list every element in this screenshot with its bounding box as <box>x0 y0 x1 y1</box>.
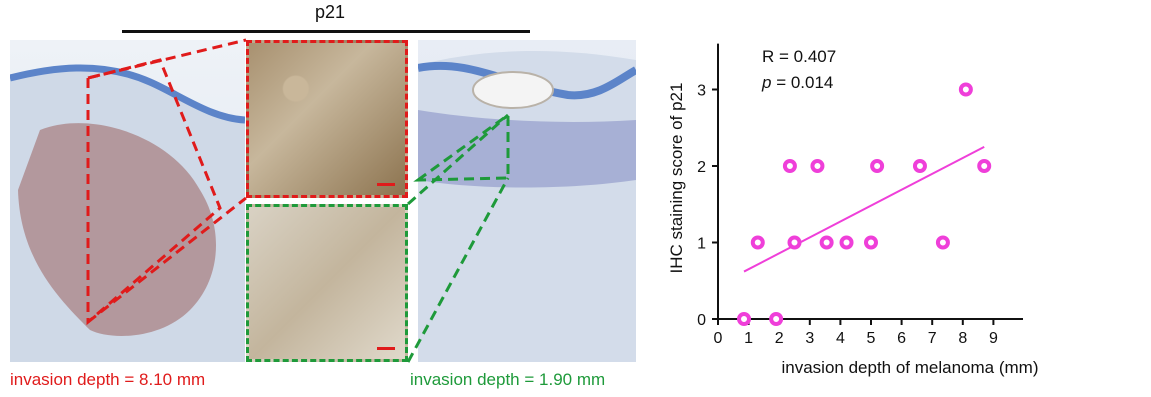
y-tick-label: 3 <box>697 83 706 100</box>
x-tick-label: 6 <box>897 330 906 347</box>
x-tick-label: 2 <box>775 330 784 347</box>
marker-underline <box>122 30 530 33</box>
zoom-connector-lines <box>86 38 510 363</box>
y-tick-label: 2 <box>697 159 706 176</box>
y-tick-label: 1 <box>697 236 706 253</box>
zoom-inset-low-p21-image <box>246 204 408 362</box>
p-annotation: p = 0.014 <box>761 73 833 92</box>
data-point <box>977 159 992 173</box>
scale-bar <box>377 183 395 186</box>
data-point <box>912 159 927 173</box>
data-point <box>839 235 854 250</box>
x-tick-label: 3 <box>805 330 814 347</box>
x-tick-label: 1 <box>744 330 753 347</box>
data-point <box>769 312 784 326</box>
data-point <box>810 159 825 173</box>
data-point <box>787 235 802 250</box>
chart-ticks: 0 1 2 3 4 5 6 7 8 9 0 1 2 3 <box>697 83 998 348</box>
caption-left: invasion depth = 8.10 mm <box>10 370 206 389</box>
data-point <box>819 235 834 250</box>
x-tick-label: 8 <box>958 330 967 347</box>
y-axis-label: IHC staining score of p21 <box>667 83 686 274</box>
data-point <box>750 235 765 250</box>
x-tick-label: 7 <box>928 330 937 347</box>
x-axis-label: invasion depth of melanoma (mm) <box>781 358 1038 377</box>
data-point <box>737 312 752 326</box>
zoom-inset-high-p21-image <box>246 40 408 198</box>
x-tick-label: 0 <box>714 330 723 347</box>
data-point <box>870 159 885 173</box>
scale-bar <box>377 347 395 350</box>
x-tick-label: 9 <box>989 330 998 347</box>
data-point <box>958 82 973 97</box>
data-point <box>935 235 950 250</box>
data-point <box>864 235 878 250</box>
x-tick-label: 5 <box>867 330 876 347</box>
scatter-chart: 0 1 2 3 4 5 6 7 8 9 0 1 2 3 R = 0.407 p = 0.014 invas… <box>667 43 1039 377</box>
regression-line <box>743 145 985 273</box>
marker-title: p21 <box>314 2 346 22</box>
y-tick-label: 0 <box>697 312 706 329</box>
histology-panel: p21 invasion depth = 8.10 mm invasion de… <box>10 2 636 389</box>
x-tick-label: 4 <box>836 330 845 347</box>
data-point <box>782 159 797 173</box>
tissue-section-right-image <box>418 40 636 362</box>
r-annotation: R = 0.407 <box>762 47 836 66</box>
tissue-section-left-image <box>10 40 245 362</box>
data-points <box>737 82 992 326</box>
caption-right: invasion depth = 1.90 mm <box>410 370 606 389</box>
